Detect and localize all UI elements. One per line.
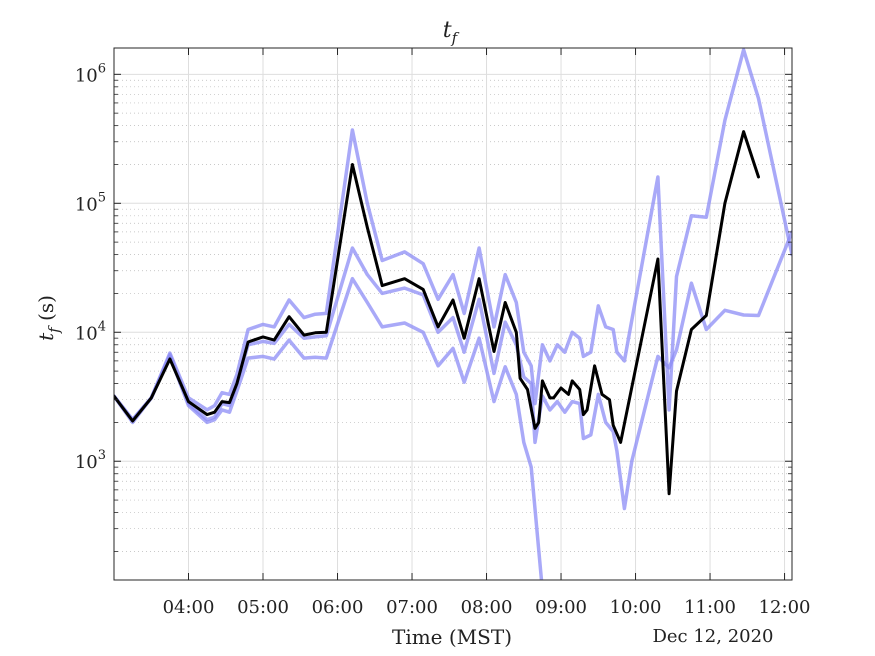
x-tick-label: 05:00: [237, 597, 289, 618]
x-tick-label: 09:00: [535, 597, 587, 618]
series-line-upper-bound: [114, 48, 792, 422]
x-tick-label: 06:00: [312, 597, 364, 618]
series-line-lower-bound: [114, 276, 544, 580]
x-tick-label: 08:00: [461, 597, 513, 618]
series-line-estimate: [114, 130, 760, 496]
x-tick-label: 10:00: [610, 597, 662, 618]
x-tick-label: 11:00: [684, 597, 736, 618]
plot-background: [114, 48, 792, 580]
x-tick-labels: 04:00 05:00 06:00 07:00 08:00 09:00 10:00 11:00…: [163, 597, 811, 618]
x-axis-label: Time (MST): [392, 625, 512, 649]
chart-title-subscript: f: [451, 29, 460, 47]
y-tick-base: 10: [75, 65, 98, 86]
y-tick-base: 10: [75, 452, 98, 473]
y-tick-exponent: 3: [98, 448, 106, 463]
y-axis-label: tf (s): [34, 295, 63, 341]
date-label: Dec 12, 2020: [652, 626, 773, 647]
y-axis-label-unit: (s): [34, 295, 58, 327]
plot-frame: [113, 47, 793, 581]
y-tick-label: 106: [75, 61, 106, 86]
y-tick-label: 105: [75, 190, 106, 215]
y-tick-label: 103: [75, 448, 106, 473]
ticks-layer: [114, 48, 792, 580]
y-tick-base: 10: [75, 194, 98, 215]
x-tick-label: 04:00: [163, 597, 215, 618]
chart-title: tf: [443, 18, 460, 47]
y-tick-exponent: 4: [98, 319, 106, 334]
y-tick-exponent: 6: [98, 61, 106, 76]
y-tick-exponent: 5: [98, 190, 106, 205]
y-tick-base: 10: [75, 323, 98, 344]
y-axis-label-subscript: f: [45, 325, 63, 334]
x-tick-label: 12:00: [759, 597, 811, 618]
y-tick-label: 104: [75, 319, 106, 344]
series-layer: [114, 48, 792, 580]
x-tick-label: 07:00: [386, 597, 438, 618]
